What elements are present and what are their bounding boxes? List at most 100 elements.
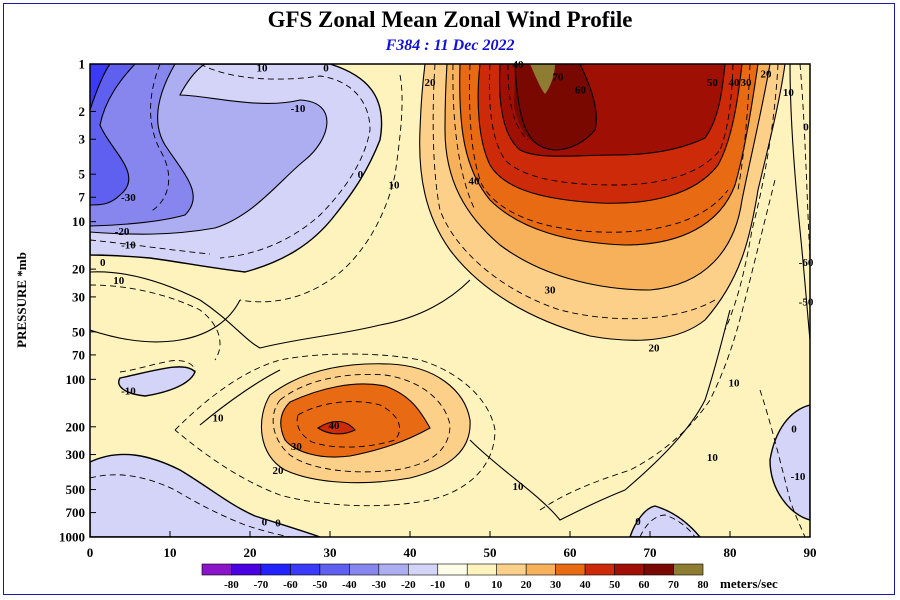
y-tick-label: 20 [72,262,85,277]
contour-stj-40 [317,420,356,435]
plot-border [89,63,811,538]
y-tick-label: 500 [66,482,86,497]
colorbar-swatch [260,563,291,576]
colorbar-swatch [378,563,409,576]
colorbar-swatch [319,563,350,576]
dashed-o [296,401,400,448]
chart-title: GFS Zonal Mean Zonal Wind Profile [267,7,633,32]
contour-label: 40 [729,77,741,89]
contour-label: -10 [121,240,136,252]
contour-label: 0 [635,516,641,528]
contour-jet-30 [459,64,759,246]
dashed-m [174,353,496,507]
y-tick-label: 7 [79,190,86,205]
colorbar-tick-label: -50 [313,579,328,591]
contour-label: 0 [358,169,364,181]
contour-label: 10 [113,275,125,287]
x-tick-label: 70 [644,545,657,560]
colorbar-swatch [466,563,498,576]
contour-label: 10 [513,481,525,493]
contour-jet-20 [444,64,771,291]
contour-upper-neg10 [90,64,328,235]
contour-label: -30 [121,192,136,204]
contour-label: 10 [213,413,225,425]
band-easterly-island [118,366,196,397]
contour-label: 10 [783,87,795,99]
contour-label: 60 [575,84,587,96]
dashed-t [119,360,196,373]
dashed-f [432,64,716,320]
dashed-n [272,374,451,473]
dashed-k [719,64,779,331]
contour-label: -20 [115,226,130,238]
contour-label: -50 [799,296,814,308]
dashed-g [452,64,476,211]
x-tick-label: 50 [484,545,497,560]
contour-label: 10 [729,378,741,390]
colorbar-tick-label: -20 [401,579,416,591]
colorbar-swatch [525,563,556,576]
contour-label: 40 [469,176,481,188]
y-tick-label: 10 [72,214,85,229]
colorbar-swatch [349,563,380,576]
contour-label: 40 [513,59,525,71]
band-surface-easterly-polar [769,404,810,521]
colorbar-swatch [407,563,439,576]
contour-label: 70 [553,71,565,83]
x-tick-label: 20 [244,545,257,560]
y-tick-label: 3 [79,132,86,147]
x-tick-label: 80 [724,545,737,560]
colorbar-swatch [555,563,586,576]
contour-stj-20 [260,363,471,484]
contour-jet-40 [477,64,743,204]
y-tick-label: 5 [79,167,86,182]
band-neg30-neg40 [90,64,135,205]
colorbar-swatch [496,563,527,576]
colorbar-tick-label: -80 [224,579,239,591]
contour-jet-10 [419,64,786,341]
x-tick-label: 90 [804,545,817,560]
contour-label: 10 [707,452,719,464]
colorbar-swatch [673,563,704,576]
dashed-r [639,514,696,537]
dashed-e [90,284,221,361]
x-tick-label: 0 [87,545,94,560]
contour-label: 30 [741,77,753,89]
band-20-30-stj [280,383,430,458]
colorbar-tick-label: 10 [491,579,503,591]
colorbar-swatch [584,563,615,576]
x-tick-label: 30 [324,545,337,560]
colorbar-swatch [614,563,645,576]
dashed-d [239,74,403,303]
contour-label: 20 [425,77,437,89]
contour-label: 30 [545,285,557,297]
contour-label: -10 [291,103,306,115]
contour-polar-10 [789,64,810,341]
y-tick-label: 30 [72,289,85,304]
y-tick-label: 700 [66,505,86,520]
contour-label: 0 [791,423,797,435]
contour-label: -10 [121,386,136,398]
filled-contours [90,64,810,537]
contour-jet-50 [499,64,726,157]
contour-label: 0 [262,517,268,529]
y-tick-label: 1 [79,57,86,72]
chart-subtitle: F384 : 11 Dec 2022 [385,37,515,54]
x-tick-label: 10 [164,545,177,560]
contour-label: 20 [273,465,285,477]
colorbar-tick-label: -60 [283,579,298,591]
contour-west-10 [90,271,471,349]
contour-label: -10 [791,471,806,483]
y-tick-label: 50 [72,324,85,339]
dashed-c [90,239,211,255]
figure-frame [3,3,895,595]
band-neg40-neg50 [90,64,110,110]
y-tick-label: 100 [66,372,86,387]
dashed-contours [90,64,810,537]
dashed-q [759,389,806,537]
contour-label: 0 [100,257,106,269]
solid-contours [90,64,810,521]
contour-upper-neg40 [90,64,111,111]
